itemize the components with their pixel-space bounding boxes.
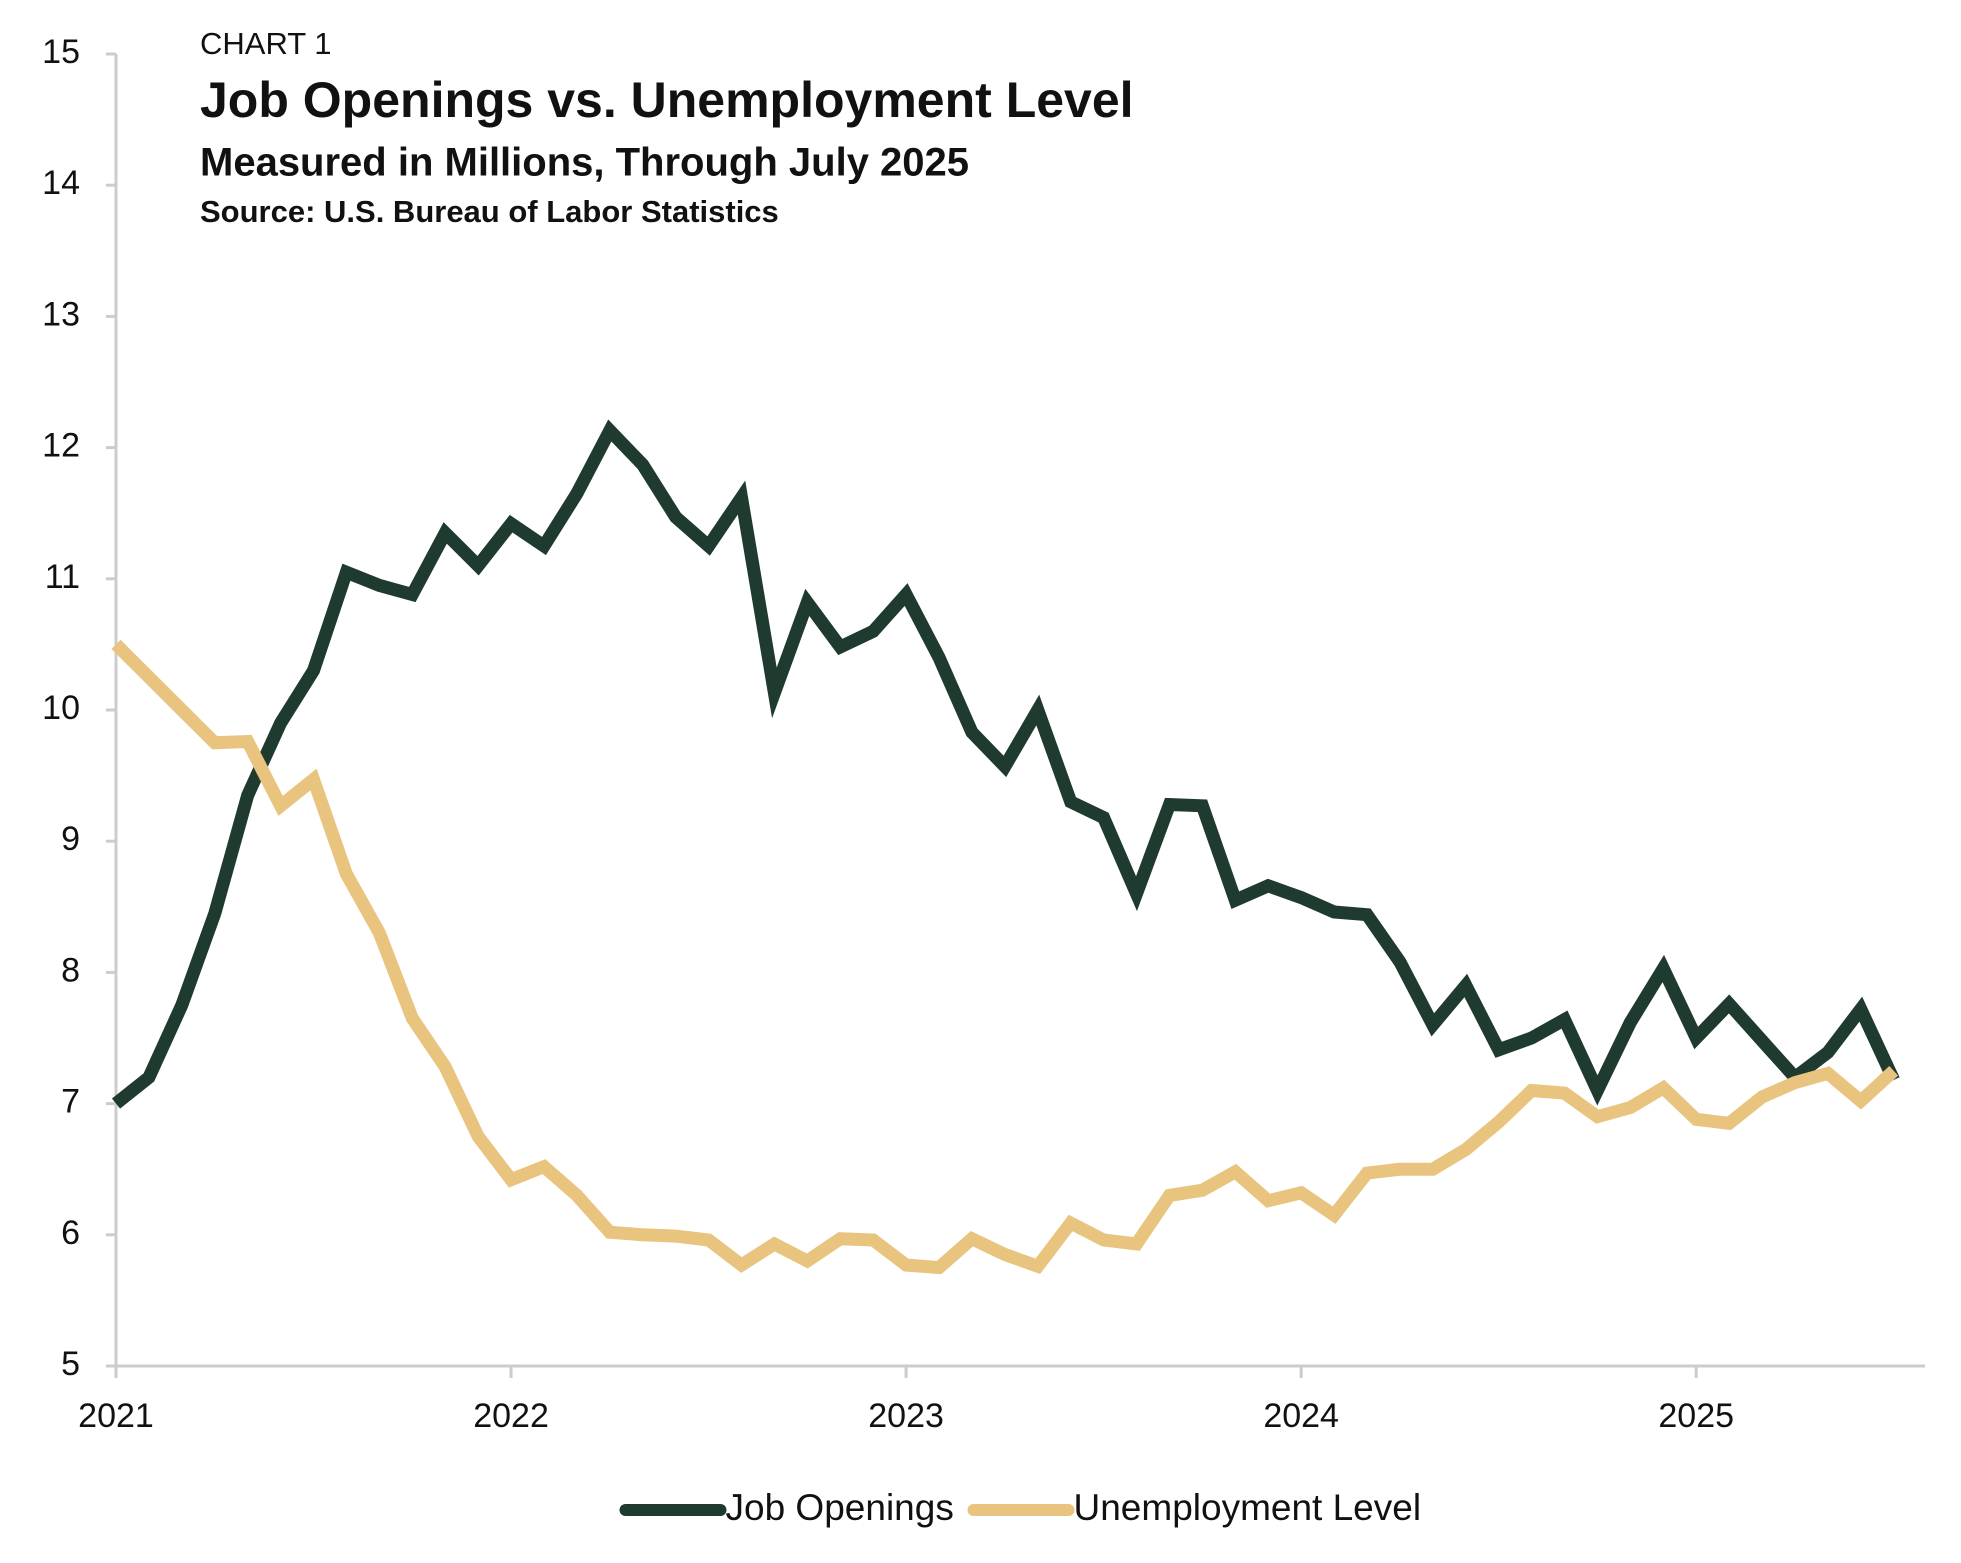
series-line [111, 639, 1899, 1275]
x-tick-label: 2021 [78, 1397, 154, 1435]
y-tick-label: 14 [42, 164, 80, 202]
y-tick-label: 7 [61, 1083, 80, 1121]
y-tick-label: 10 [42, 689, 80, 727]
x-tick-label: 2022 [473, 1397, 549, 1435]
chart-subtitle: Measured in Millions, Through July 2025 [200, 141, 969, 185]
y-tick-label: 8 [61, 951, 80, 989]
chart-label: CHART 1 [200, 26, 332, 61]
series-line [111, 419, 1900, 1109]
x-tick-label: 2024 [1263, 1397, 1339, 1435]
y-tick-label: 6 [61, 1214, 80, 1252]
y-tick-label: 12 [42, 427, 80, 465]
legend-label: Job Openings [726, 1487, 954, 1528]
y-tick-label: 11 [45, 558, 80, 596]
y-tick-label: 9 [61, 820, 80, 858]
chart-source: Source: U.S. Bureau of Labor Statistics [200, 194, 779, 229]
x-tick-label: 2023 [868, 1397, 944, 1435]
x-tick-label: 2025 [1658, 1397, 1734, 1435]
chart-title: Job Openings vs. Unemployment Level [200, 72, 1134, 128]
y-tick-label: 5 [61, 1345, 80, 1383]
y-tick-label: 15 [42, 33, 80, 71]
legend-label: Unemployment Level [1074, 1487, 1422, 1528]
y-tick-label: 13 [42, 295, 80, 333]
